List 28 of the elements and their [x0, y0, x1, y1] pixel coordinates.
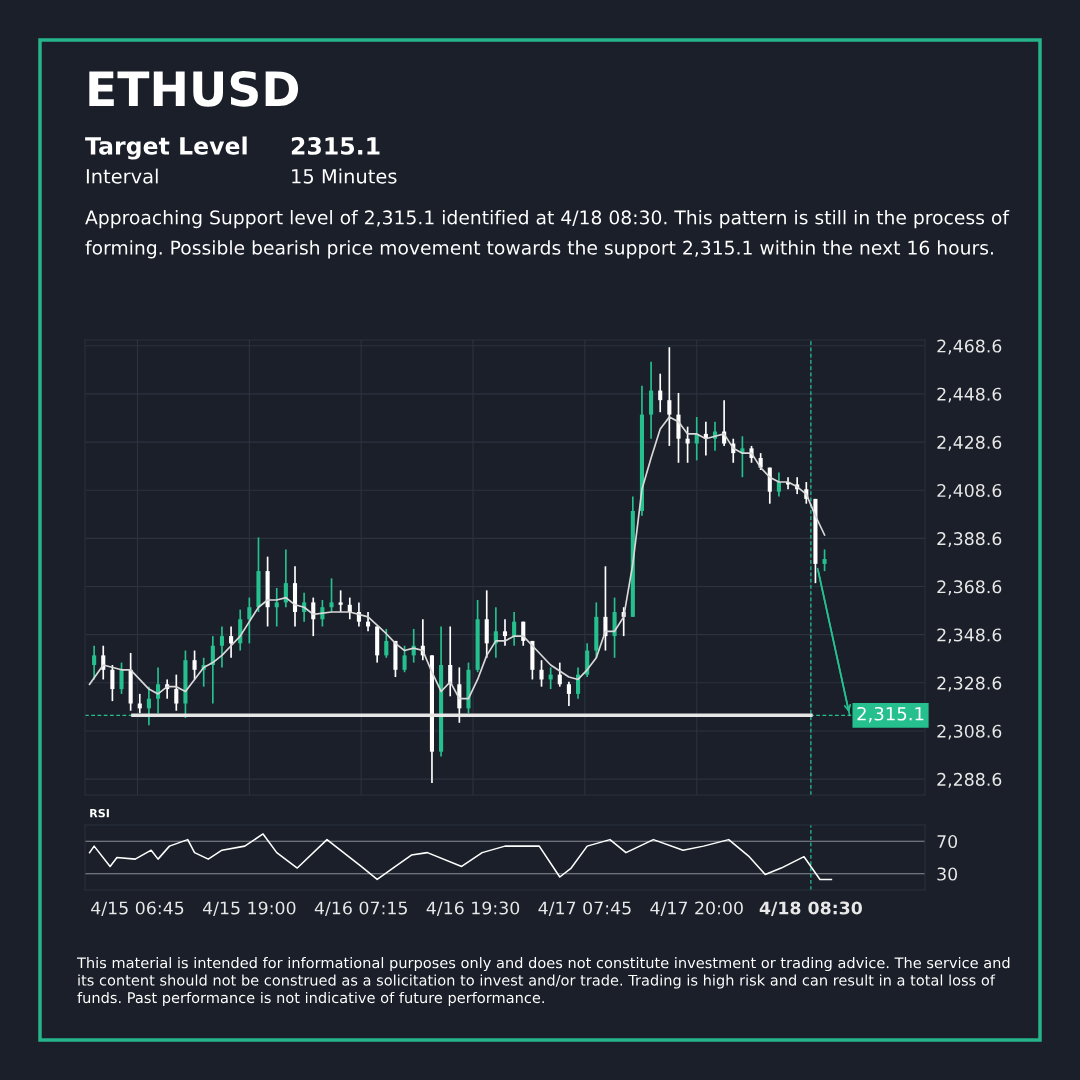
- text: Approaching Support level of 2,315.1 identified at 4/18 08:30. This pattern is still in the process of forming. Possible bearish price movement towards the support 2,315.1 within the next 16 hours.: [85, 210, 1010, 259]
- x-tick-label: 4/18 08:30: [759, 901, 862, 916]
- x-tick-label: 4/17 20:00: [650, 901, 743, 916]
- y-tick-label: 2,408.6: [937, 483, 1002, 499]
- ref-line-label: 2,315.1: [857, 706, 924, 723]
- y-tick-label: 2,388.6: [937, 532, 1002, 547]
- y-tick-label: 30: [937, 867, 958, 881]
- x-tick-label: 4/15 19:00: [202, 901, 296, 916]
- text: 2315.1: [291, 136, 380, 155]
- y-tick-label: 2,328.6: [937, 676, 1002, 692]
- chart-title: ETHUSD: [89, 70, 299, 107]
- chart-title: RSI: [90, 808, 109, 818]
- text: This material is intended for informational purposes only and does not constitute investment or trading advice. The service and its content should not be construed as a solicitation to invest and/or trade. Trading is high risk and can result in a total loss of funds. Past performance is not indicative of future performance.: [76, 957, 1010, 1006]
- y-tick-label: 2,348.6: [937, 628, 1002, 644]
- x-tick-label: 4/17 07:45: [538, 901, 631, 916]
- x-tick-label: 4/16 07:15: [314, 901, 407, 916]
- y-tick-label: 2,288.6: [937, 772, 1002, 788]
- text: Interval: [86, 168, 158, 184]
- x-tick-label: 4/15 06:45: [91, 901, 184, 916]
- y-tick-label: 2,428.6: [937, 435, 1002, 451]
- y-tick-label: 70: [937, 834, 958, 849]
- y-tick-label: 2,368.6: [937, 580, 1002, 596]
- x-tick-label: 4/16 19:30: [426, 901, 520, 916]
- y-tick-label: 2,468.6: [937, 339, 1002, 355]
- text: Target Level: [85, 136, 247, 160]
- text: 15 Minutes: [292, 168, 397, 184]
- y-tick-label: 2,448.6: [937, 387, 1002, 403]
- y-tick-label: 2,308.6: [937, 724, 1002, 740]
